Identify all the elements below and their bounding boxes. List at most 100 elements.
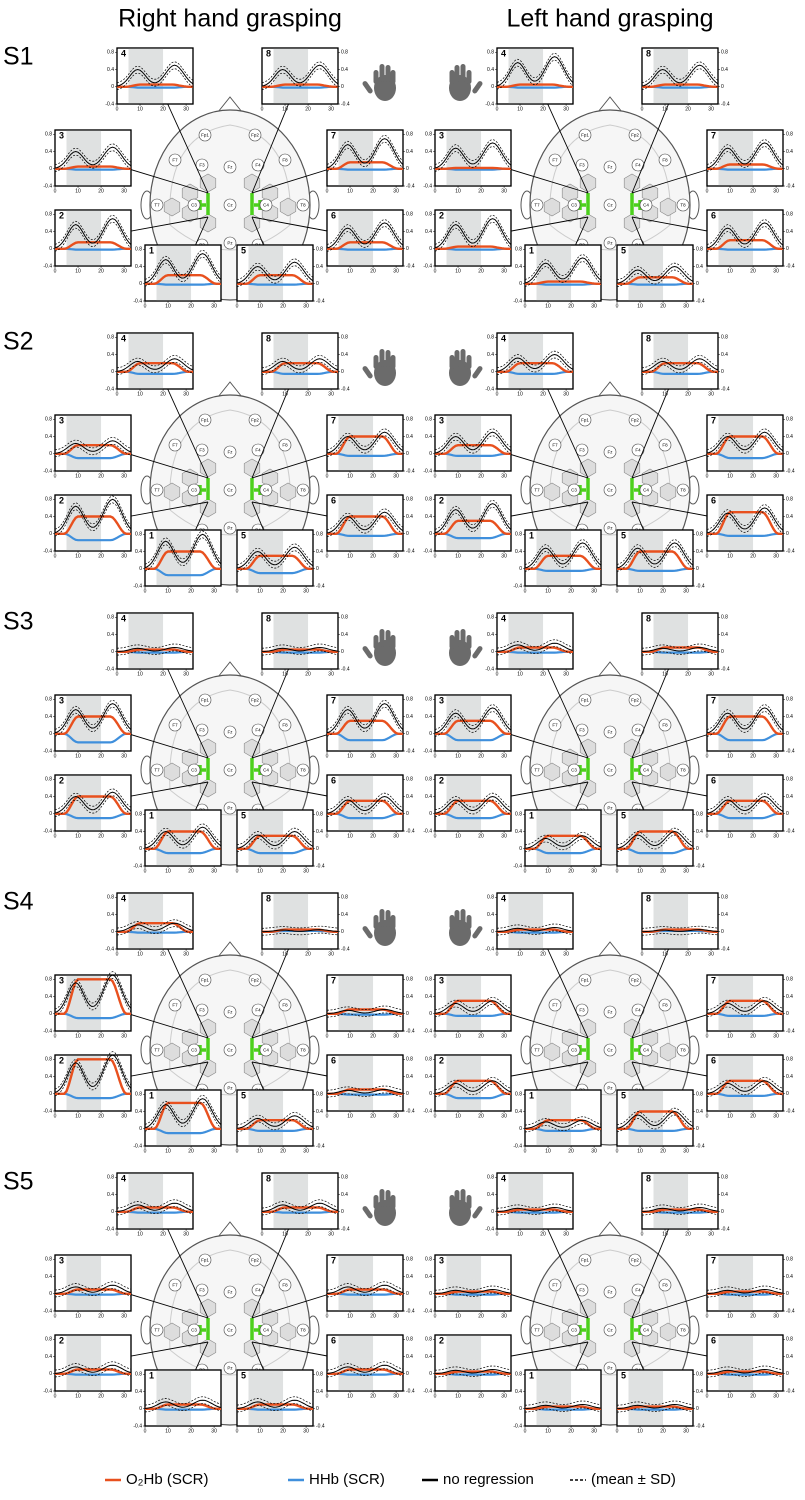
head-nose <box>597 941 623 958</box>
hhb-curve <box>707 1012 783 1018</box>
raw-curve <box>706 1288 784 1295</box>
panel-number: 5 <box>621 1090 626 1100</box>
o2hb-curve <box>327 515 403 535</box>
x-tick-label: 10 <box>455 833 461 839</box>
y-tick-label: 0.4 <box>515 1109 522 1115</box>
y-tick-label: 0.4 <box>316 1389 323 1395</box>
head-nose <box>597 381 623 398</box>
raw-sd-lower <box>496 59 574 90</box>
x-tick-label: 0 <box>116 671 119 677</box>
raw-sd-lower <box>236 1403 314 1413</box>
hhb-curve <box>707 532 783 538</box>
x-tick-label: 30 <box>328 951 334 957</box>
subject-label: S2 <box>3 328 34 356</box>
x-tick-label: 10 <box>455 753 461 759</box>
electrode <box>195 443 209 457</box>
raw-sd-upper <box>706 504 784 530</box>
raw-curve <box>434 142 512 169</box>
raw-curve <box>434 1288 512 1295</box>
hand-finger <box>454 350 460 367</box>
x-tick-label: 10 <box>517 951 523 957</box>
x-tick-label: 10 <box>545 303 551 309</box>
raw-sd-lower <box>706 435 784 457</box>
y-tick-label: 0.4 <box>786 794 793 800</box>
hand-thumb <box>362 1206 373 1219</box>
y-tick-label: -0.4 <box>133 863 142 869</box>
electrode <box>603 763 617 777</box>
y-tick-label: 0.4 <box>406 229 413 235</box>
y-tick-label: -0.4 <box>406 1108 415 1114</box>
y-tick-label: -0.4 <box>43 263 52 269</box>
y-tick-label: -0.4 <box>105 946 114 952</box>
hhb-curve <box>55 1092 131 1100</box>
electrode-label: T7 <box>154 488 160 493</box>
panel-number: 4 <box>121 893 126 903</box>
electrode-label: Cz <box>227 203 233 208</box>
panel-number: 4 <box>501 613 506 623</box>
y-tick-label: 0 <box>341 369 344 375</box>
panel-number: 4 <box>121 333 126 343</box>
x-tick-label: 30 <box>591 1428 597 1434</box>
y-tick-label: -0.4 <box>721 1226 730 1232</box>
stimulus-period <box>248 810 284 866</box>
x-tick-label: 0 <box>706 268 709 274</box>
raw-sd-lower <box>144 537 222 572</box>
stimulus-period <box>128 893 164 949</box>
x-tick-label: 0 <box>54 473 57 479</box>
x-tick-label: 10 <box>282 106 288 112</box>
hand-thumb <box>362 646 373 659</box>
y-tick-label: 0 <box>316 846 319 852</box>
x-tick-label: 20 <box>280 303 286 309</box>
y-tick-label: 0 <box>406 246 409 252</box>
x-tick-label: 0 <box>641 1231 644 1237</box>
x-tick-label: 0 <box>236 868 239 874</box>
raw-curve <box>326 1364 404 1374</box>
raw-sd-upper <box>54 1051 132 1090</box>
y-tick-label: 0 <box>519 1126 522 1132</box>
o2hb-curve <box>117 922 193 933</box>
electrode <box>548 1278 562 1292</box>
x-tick-label: 0 <box>326 1113 329 1119</box>
panel-frame <box>706 774 784 832</box>
raw-curve <box>496 56 574 87</box>
hand-finger <box>385 910 391 927</box>
electrode <box>168 718 182 732</box>
panel-frame <box>641 612 719 670</box>
x-tick-label: 30 <box>501 833 507 839</box>
x-tick-label: 10 <box>347 1313 353 1319</box>
y-tick-label: -0.4 <box>43 1028 52 1034</box>
o2hb-curve <box>435 799 511 815</box>
optode <box>279 762 297 782</box>
x-tick-label: 30 <box>683 868 689 874</box>
stimulus-period <box>628 245 664 301</box>
stimulus-period <box>273 333 309 389</box>
raw-sd-lower <box>116 68 194 90</box>
electrode <box>150 1043 164 1057</box>
hhb-curve <box>497 370 573 375</box>
electrode <box>278 153 292 167</box>
x-tick-label: 10 <box>257 868 263 874</box>
electrode <box>223 1361 237 1375</box>
electrode-label: F4 <box>635 163 641 168</box>
raw-sd-upper <box>706 219 784 245</box>
y-tick-label: -0.4 <box>786 183 795 189</box>
o2hb-curve <box>435 1290 511 1296</box>
o2hb-curve <box>707 511 783 535</box>
electrode <box>223 236 237 250</box>
electrode-label: F7 <box>172 1283 178 1288</box>
o2hb-curve <box>497 646 573 653</box>
electrode <box>223 725 237 739</box>
electrode-label: Fp2 <box>251 1258 259 1263</box>
stimulus-period <box>653 1173 689 1229</box>
o2hb-curve <box>707 1079 783 1096</box>
x-tick-label: 10 <box>637 303 643 309</box>
y-tick-label: 0 <box>429 1371 432 1377</box>
electrode <box>603 160 617 174</box>
hand-finger <box>460 629 466 647</box>
x-tick-label: 0 <box>261 1231 264 1237</box>
hhb-curve <box>145 847 221 855</box>
y-tick-label: 0.4 <box>406 714 413 720</box>
electrode <box>628 973 642 987</box>
y-tick-label: 0.4 <box>786 229 793 235</box>
y-tick-label: -0.4 <box>406 468 415 474</box>
